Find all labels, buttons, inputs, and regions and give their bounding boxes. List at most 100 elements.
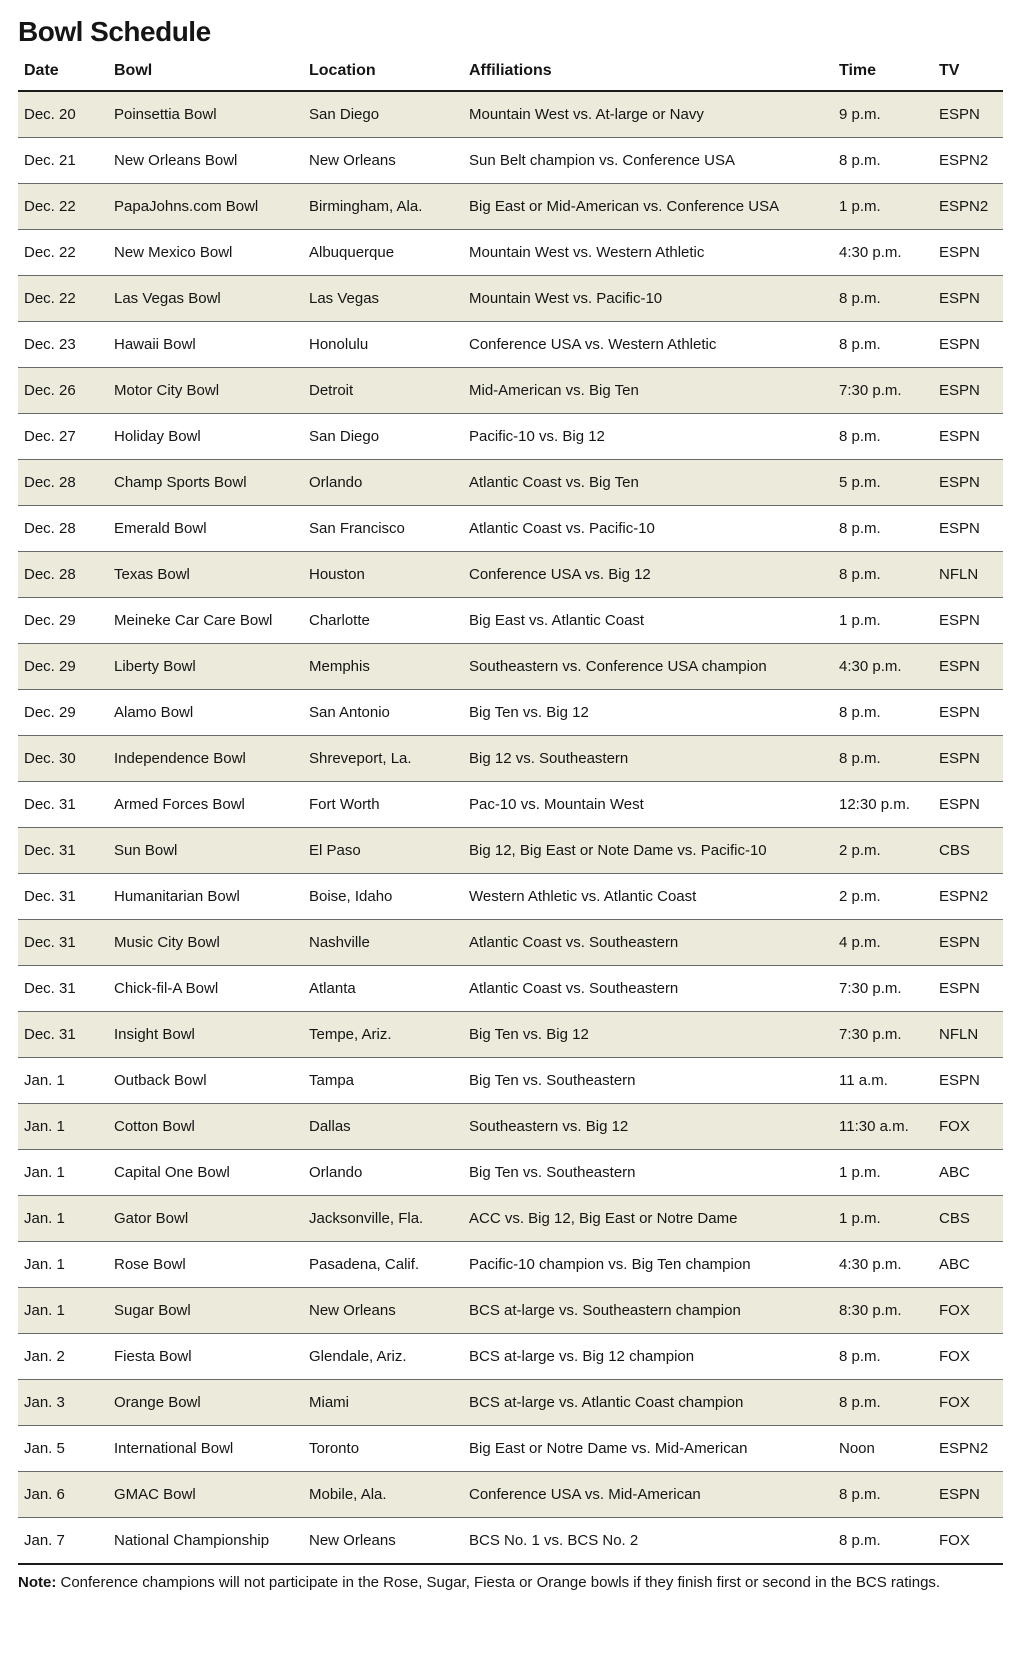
cell-time: 1 p.m. <box>833 1196 933 1242</box>
table-row: Jan. 1Cotton BowlDallasSoutheastern vs. … <box>18 1104 1003 1150</box>
cell-tv: CBS <box>933 828 1003 874</box>
cell-date: Dec. 31 <box>18 920 108 966</box>
cell-affiliations: Atlantic Coast vs. Southeastern <box>463 920 833 966</box>
cell-tv: ESPN <box>933 598 1003 644</box>
table-row: Dec. 31Insight BowlTempe, Ariz.Big Ten v… <box>18 1012 1003 1058</box>
cell-bowl: Independence Bowl <box>108 736 303 782</box>
cell-tv: ESPN <box>933 920 1003 966</box>
cell-time: 8 p.m. <box>833 1334 933 1380</box>
cell-tv: ESPN <box>933 690 1003 736</box>
table-row: Dec. 28Emerald BowlSan FranciscoAtlantic… <box>18 506 1003 552</box>
cell-tv: ESPN <box>933 1058 1003 1104</box>
table-row: Dec. 31Humanitarian BowlBoise, IdahoWest… <box>18 874 1003 920</box>
cell-location: Atlanta <box>303 966 463 1012</box>
cell-bowl: Fiesta Bowl <box>108 1334 303 1380</box>
cell-affiliations: Conference USA vs. Western Athletic <box>463 322 833 368</box>
cell-tv: ESPN2 <box>933 874 1003 920</box>
cell-affiliations: Mountain West vs. Western Athletic <box>463 230 833 276</box>
table-row: Dec. 30Independence BowlShreveport, La.B… <box>18 736 1003 782</box>
cell-tv: ESPN <box>933 506 1003 552</box>
table-row: Jan. 5International BowlTorontoBig East … <box>18 1426 1003 1472</box>
cell-date: Dec. 26 <box>18 368 108 414</box>
cell-tv: FOX <box>933 1104 1003 1150</box>
cell-location: Jacksonville, Fla. <box>303 1196 463 1242</box>
cell-date: Jan. 5 <box>18 1426 108 1472</box>
table-row: Dec. 31Chick-fil-A BowlAtlantaAtlantic C… <box>18 966 1003 1012</box>
cell-affiliations: Conference USA vs. Big 12 <box>463 552 833 598</box>
cell-location: Glendale, Ariz. <box>303 1334 463 1380</box>
cell-time: 8 p.m. <box>833 1472 933 1518</box>
cell-date: Dec. 22 <box>18 276 108 322</box>
cell-time: 8 p.m. <box>833 138 933 184</box>
cell-time: 1 p.m. <box>833 598 933 644</box>
table-row: Jan. 1Sugar BowlNew OrleansBCS at-large … <box>18 1288 1003 1334</box>
cell-affiliations: BCS at-large vs. Atlantic Coast champion <box>463 1380 833 1426</box>
cell-date: Dec. 31 <box>18 1012 108 1058</box>
cell-time: 8 p.m. <box>833 506 933 552</box>
cell-date: Dec. 31 <box>18 782 108 828</box>
cell-bowl: Orange Bowl <box>108 1380 303 1426</box>
cell-bowl: Poinsettia Bowl <box>108 91 303 138</box>
cell-location: New Orleans <box>303 138 463 184</box>
cell-location: Dallas <box>303 1104 463 1150</box>
cell-time: 8 p.m. <box>833 414 933 460</box>
cell-affiliations: Big East or Mid-American vs. Conference … <box>463 184 833 230</box>
cell-affiliations: Big 12 vs. Southeastern <box>463 736 833 782</box>
table-row: Dec. 29Alamo BowlSan AntonioBig Ten vs. … <box>18 690 1003 736</box>
col-header-tv: TV <box>933 54 1003 91</box>
cell-date: Dec. 31 <box>18 874 108 920</box>
cell-tv: ESPN <box>933 322 1003 368</box>
cell-location: Tampa <box>303 1058 463 1104</box>
cell-affiliations: Pacific-10 vs. Big 12 <box>463 414 833 460</box>
cell-date: Jan. 1 <box>18 1058 108 1104</box>
table-row: Dec. 31Armed Forces BowlFort WorthPac-10… <box>18 782 1003 828</box>
col-header-bowl: Bowl <box>108 54 303 91</box>
cell-date: Jan. 1 <box>18 1288 108 1334</box>
cell-bowl: Music City Bowl <box>108 920 303 966</box>
cell-time: 8 p.m. <box>833 736 933 782</box>
cell-affiliations: BCS No. 1 vs. BCS No. 2 <box>463 1518 833 1565</box>
cell-date: Dec. 22 <box>18 230 108 276</box>
cell-date: Dec. 31 <box>18 828 108 874</box>
col-header-time: Time <box>833 54 933 91</box>
cell-tv: CBS <box>933 1196 1003 1242</box>
cell-bowl: Outback Bowl <box>108 1058 303 1104</box>
col-header-affiliations: Affiliations <box>463 54 833 91</box>
cell-time: 7:30 p.m. <box>833 1012 933 1058</box>
cell-location: Mobile, Ala. <box>303 1472 463 1518</box>
cell-tv: ABC <box>933 1242 1003 1288</box>
table-row: Dec. 27Holiday BowlSan DiegoPacific-10 v… <box>18 414 1003 460</box>
cell-tv: ESPN <box>933 782 1003 828</box>
cell-affiliations: Big East or Notre Dame vs. Mid-American <box>463 1426 833 1472</box>
cell-time: Noon <box>833 1426 933 1472</box>
table-body: Dec. 20Poinsettia BowlSan DiegoMountain … <box>18 91 1003 1564</box>
cell-bowl: PapaJohns.com Bowl <box>108 184 303 230</box>
cell-tv: ESPN <box>933 276 1003 322</box>
cell-date: Dec. 29 <box>18 690 108 736</box>
cell-date: Dec. 28 <box>18 506 108 552</box>
cell-date: Dec. 23 <box>18 322 108 368</box>
cell-affiliations: Western Athletic vs. Atlantic Coast <box>463 874 833 920</box>
cell-time: 2 p.m. <box>833 828 933 874</box>
cell-time: 1 p.m. <box>833 1150 933 1196</box>
cell-time: 11:30 a.m. <box>833 1104 933 1150</box>
table-row: Dec. 23Hawaii BowlHonoluluConference USA… <box>18 322 1003 368</box>
cell-date: Jan. 7 <box>18 1518 108 1565</box>
page-title: Bowl Schedule <box>18 16 1002 48</box>
cell-date: Jan. 1 <box>18 1104 108 1150</box>
table-row: Jan. 1Rose BowlPasadena, Calif.Pacific-1… <box>18 1242 1003 1288</box>
table-row: Dec. 20Poinsettia BowlSan DiegoMountain … <box>18 91 1003 138</box>
table-row: Dec. 29Meineke Car Care BowlCharlotteBig… <box>18 598 1003 644</box>
cell-date: Dec. 28 <box>18 552 108 598</box>
cell-tv: FOX <box>933 1518 1003 1565</box>
cell-location: Orlando <box>303 1150 463 1196</box>
cell-time: 8 p.m. <box>833 690 933 736</box>
cell-bowl: New Mexico Bowl <box>108 230 303 276</box>
cell-time: 8 p.m. <box>833 552 933 598</box>
cell-affiliations: Sun Belt champion vs. Conference USA <box>463 138 833 184</box>
cell-affiliations: Atlantic Coast vs. Southeastern <box>463 966 833 1012</box>
cell-bowl: Hawaii Bowl <box>108 322 303 368</box>
cell-bowl: Chick-fil-A Bowl <box>108 966 303 1012</box>
cell-location: Houston <box>303 552 463 598</box>
cell-bowl: International Bowl <box>108 1426 303 1472</box>
